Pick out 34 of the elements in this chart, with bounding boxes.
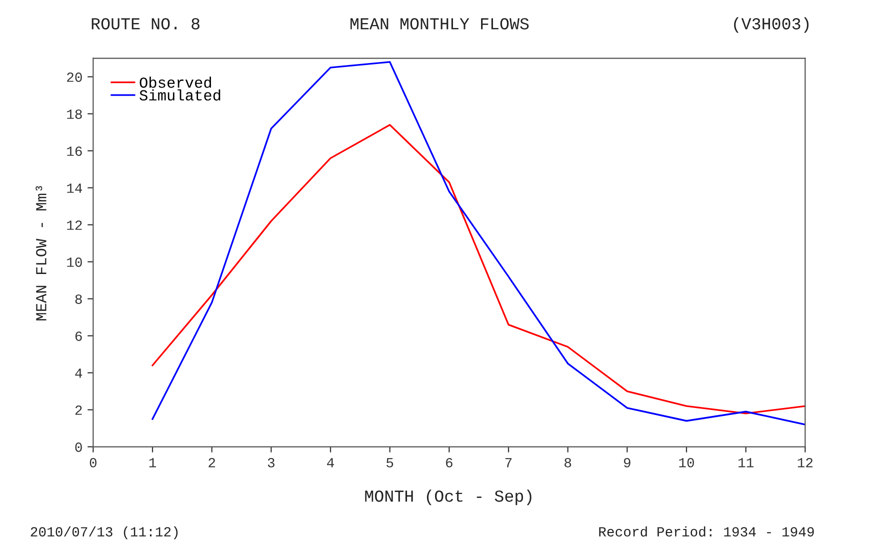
y-axis-title: MEAN FLOW - Mm³ <box>36 186 46 320</box>
text: Record Period: 1934 - 1949 <box>599 526 814 537</box>
legend-label: Observed <box>140 76 212 88</box>
line-series <box>152 124 806 414</box>
text: 2010/07/13 (11:12) <box>30 526 178 540</box>
y-tick-label: 14 <box>67 184 82 193</box>
y-tick-label: 12 <box>67 220 82 230</box>
x-tick-label: 6 <box>446 458 452 468</box>
x-tick-label: 2 <box>208 458 216 468</box>
y-tick-label: 20 <box>67 72 82 82</box>
chart-title: MEAN MONTHLY FLOWS <box>350 18 529 30</box>
y-tick-label: 8 <box>75 294 82 304</box>
text: (V3H003) <box>734 17 809 33</box>
legend-label: Simulated <box>140 89 220 101</box>
x-tick-label: 4 <box>327 458 334 468</box>
x-tick-label: 3 <box>268 458 274 468</box>
x-tick-label: 5 <box>386 458 394 468</box>
x-tick-label: 11 <box>738 458 754 468</box>
x-tick-label: 9 <box>624 458 630 468</box>
y-tick-label: 2 <box>75 406 82 415</box>
y-tick-label: 4 <box>75 368 82 378</box>
x-tick-label: 8 <box>564 458 572 468</box>
x-tick-label: 7 <box>505 458 512 468</box>
y-tick-label: 18 <box>67 110 82 119</box>
y-tick-label: 16 <box>67 146 82 156</box>
x-tick-label: 0 <box>90 458 96 468</box>
x-tick-label: 10 <box>679 458 694 468</box>
x-axis-title: MONTH (Oct - Sep) <box>365 490 532 506</box>
y-tick-label: 10 <box>67 258 82 267</box>
y-tick-label: 6 <box>75 332 82 341</box>
x-tick-label: 1 <box>149 458 156 468</box>
y-tick-label: 0 <box>75 442 82 452</box>
text: ROUTE NO. 8 <box>92 18 200 30</box>
x-tick-label: 12 <box>798 458 813 468</box>
